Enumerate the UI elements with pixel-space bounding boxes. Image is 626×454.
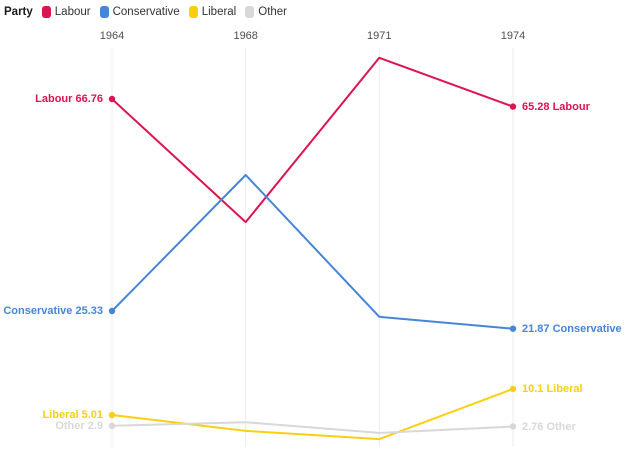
legend-swatch-icon: [41, 6, 51, 18]
series-start-label-conservative: Conservative 25.33: [3, 305, 103, 317]
series-line-labour: [111, 56, 514, 224]
legend-swatch-icon: [188, 6, 198, 18]
legend-swatch-icon: [245, 6, 255, 18]
legend-item-label: Other: [258, 6, 288, 18]
legend-item-other[interactable]: Other: [245, 6, 287, 18]
legend-item-label: Labour: [54, 6, 91, 18]
series-end-label-other: 2.76 Other: [522, 420, 576, 433]
series-start-label-labour: Labour 66.76: [35, 93, 103, 105]
series-line-other: [111, 421, 514, 434]
series-dot-liberal-end: [509, 385, 517, 393]
series-dot-conservative-end: [509, 325, 517, 332]
series-start-label-liberal: Liberal 5.01: [42, 409, 103, 421]
series-dot-conservative-start: [108, 307, 116, 315]
series-dot-other-start: [108, 422, 116, 429]
series-start-label-other: Other 2.9: [55, 419, 103, 432]
series-end-label-labour: 65.28 Labour: [522, 100, 590, 113]
series-dot-labour-start: [108, 95, 116, 103]
series-end-label-conservative: 21.87 Conservative: [522, 322, 622, 335]
series-dot-liberal-start: [108, 411, 116, 419]
legend-item-label: Conservative: [112, 6, 180, 18]
legend-item-liberal[interactable]: Liberal: [188, 6, 237, 18]
series-line-liberal: [111, 387, 514, 441]
series-end-label-liberal: 10.1 Liberal: [522, 382, 583, 395]
legend-swatch-icon: [99, 6, 109, 18]
series-line-conservative: [111, 174, 514, 330]
legend-item-conservative[interactable]: Conservative: [99, 6, 180, 18]
series-dot-labour-end: [509, 103, 517, 110]
legend-item-labour[interactable]: Labour: [41, 6, 91, 18]
legend: Party Labour Conservative Liberal Other: [4, 6, 287, 18]
legend-title: Party: [4, 6, 33, 18]
legend-item-label: Liberal: [201, 6, 237, 18]
series-dot-other-end: [509, 423, 517, 430]
